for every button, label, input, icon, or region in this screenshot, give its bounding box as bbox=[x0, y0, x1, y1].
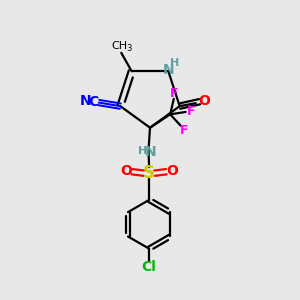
Text: O: O bbox=[167, 164, 178, 178]
Text: S: S bbox=[143, 164, 155, 182]
Text: Cl: Cl bbox=[142, 260, 157, 274]
Text: H: H bbox=[170, 58, 179, 68]
Text: N: N bbox=[163, 63, 175, 77]
Text: F: F bbox=[180, 124, 188, 136]
Text: C: C bbox=[88, 95, 99, 109]
Text: O: O bbox=[199, 94, 211, 108]
Text: F: F bbox=[170, 87, 178, 100]
Text: N: N bbox=[145, 146, 157, 159]
Text: H: H bbox=[138, 146, 147, 156]
Text: N: N bbox=[80, 94, 92, 108]
Text: CH: CH bbox=[112, 41, 128, 51]
Text: 3: 3 bbox=[127, 44, 132, 53]
Text: O: O bbox=[120, 164, 132, 178]
Text: F: F bbox=[187, 105, 195, 118]
